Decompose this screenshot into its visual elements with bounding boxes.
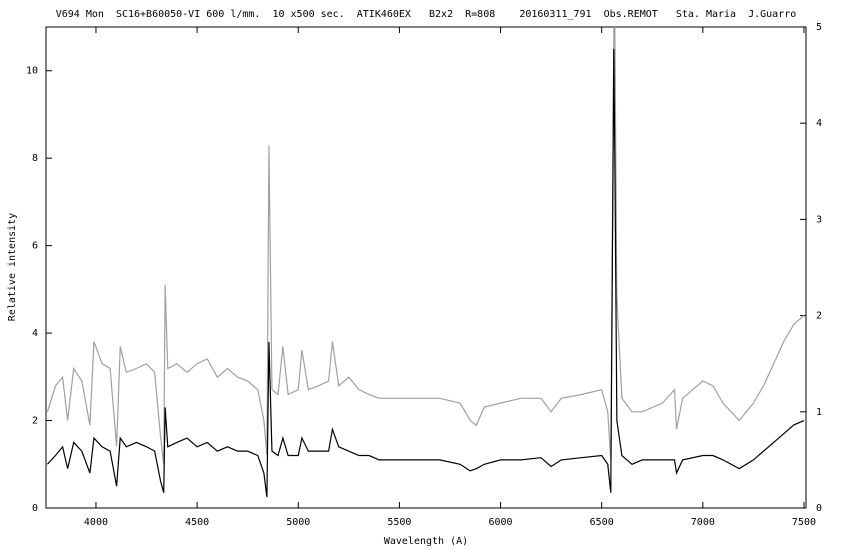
y2-tick-label: 2	[816, 311, 822, 322]
x-tick-label: 6000	[488, 517, 512, 528]
y-tick-label: 0	[32, 503, 38, 514]
x-tick-label: 7000	[691, 517, 715, 528]
y-tick-label: 8	[32, 153, 38, 164]
y2-tick-label: 1	[816, 407, 822, 418]
plot-frame	[45, 26, 807, 509]
x-tick-label: 4000	[84, 517, 108, 528]
y-tick-label: 2	[32, 416, 38, 427]
spectrum-line	[46, 27, 805, 465]
y-tick-label: 6	[32, 241, 38, 252]
y-axis-label: Relative intensity	[7, 213, 18, 321]
chart-title: V694 Mon SC16+B60050-VI 600 l/mm. 10 x50…	[56, 9, 797, 20]
y2-tick-label: 3	[816, 214, 822, 225]
x-tick-label: 7500	[792, 517, 816, 528]
y-tick-label: 10	[26, 66, 38, 77]
y2-tick-label: 0	[816, 503, 822, 514]
spectrum-line	[46, 48, 805, 498]
x-tick-label: 5500	[387, 517, 411, 528]
x-tick-label: 4500	[185, 517, 209, 528]
x-axis-label: Wavelength (A)	[384, 536, 468, 547]
y2-tick-label: 5	[816, 22, 822, 33]
x-tick-label: 6500	[590, 517, 614, 528]
y2-tick-label: 4	[816, 118, 822, 129]
x-tick-label: 5000	[286, 517, 310, 528]
y-tick-label: 4	[32, 328, 38, 339]
